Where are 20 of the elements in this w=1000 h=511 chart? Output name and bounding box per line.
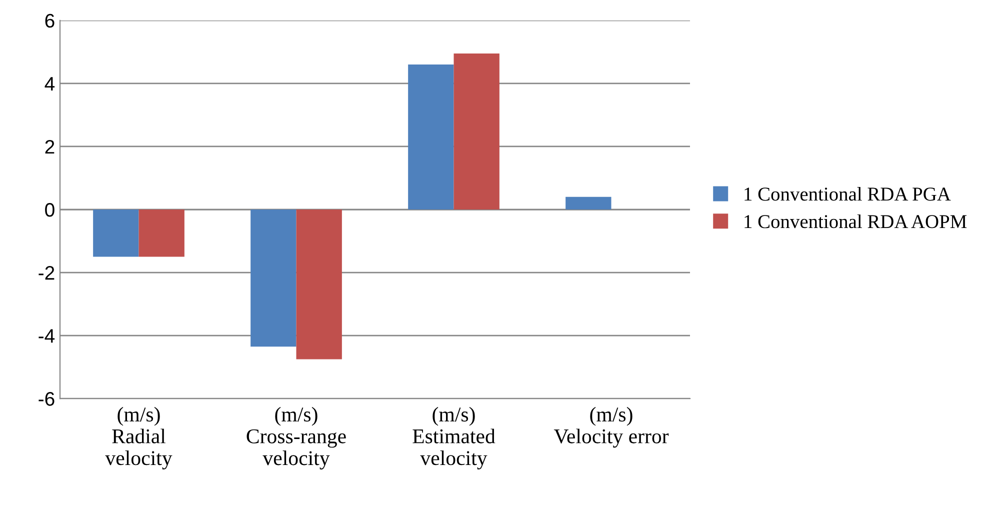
y-tick-label: 6 [45,14,54,28]
y-tick-label: -6 [38,392,54,406]
bar [250,210,296,347]
legend-label: 1 Conventional RDA AOPM [744,214,967,228]
y-tick-label: -2 [38,266,54,280]
x-tick-label: (m/s) Cross-range velocity [246,406,346,470]
x-tick-label: (m/s) Velocity error [554,406,669,448]
bar [93,210,139,257]
x-tick-label: (m/s) Estimated velocity [412,406,496,470]
legend-label: 1 Conventional RDA PGA [744,187,951,201]
bar [138,210,184,257]
y-tick-label: 0 [45,202,54,217]
y-tick-label: 4 [44,77,55,91]
y-tick-label: 2 [45,140,54,154]
bar [454,54,500,210]
y-tick-label: -4 [38,329,55,343]
bar [296,210,342,360]
x-tick-label: (m/s) Radial velocity [105,406,172,470]
bar [408,64,454,210]
bar [566,196,612,210]
